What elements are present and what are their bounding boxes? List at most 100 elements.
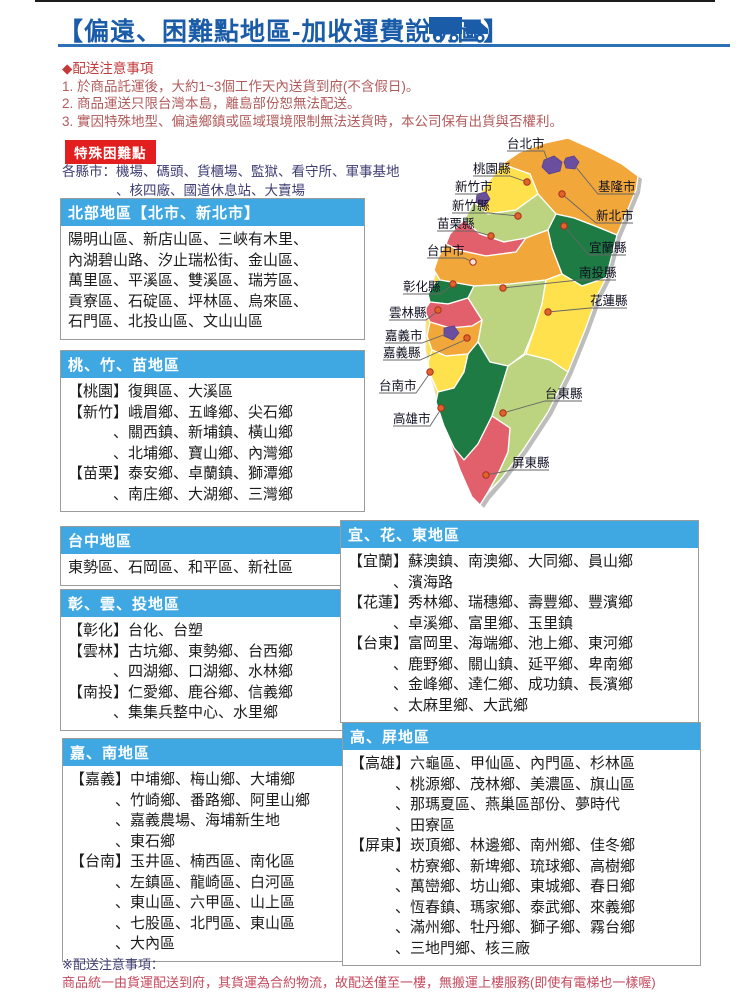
leader-hsinchu-city [455,193,483,201]
note-item-1: 1. 於商品託運後，大約1~3個工作天內送貨到府(不含假日)。 [62,78,420,94]
region-line: 、萬巒鄉、坊山鄉、東城鄉、春日鄉 [350,878,636,895]
map-label-nantou: 南投縣 [579,265,617,280]
map-dot-taichung [469,258,477,266]
region-line: 【屏東】崁頂鄉、林邊鄉、南州鄉、佳冬鄉 [350,837,636,854]
map-marker-keelung-city [563,155,580,170]
region-line: 【雲林】古坑鄉、東勢鄉、台西鄉 [68,642,294,660]
map-label-hualien: 花蓮縣 [590,293,628,308]
region-header-yi-hua-dong: 宜、花、東地區 [341,521,698,548]
truck-icon [428,14,494,51]
region-body-taichung: 東勢區、石岡區、和平區、新社區 [61,554,364,585]
region-box-north: 北部地區【北市、新北市】 陽明山區、新店山區、三峽有木里、 內湖碧山路、汐止瑞松街… [60,198,365,340]
map-dot-yunlin [434,306,442,314]
region-body-north: 陽明山區、新店山區、三峽有木里、 內湖碧山路、汐止瑞松街、金山區、 萬里區、平溪區、… [61,226,364,339]
region-box-yi-hua-dong: 宜、花、東地區 【宜蘭】蘇澳鎮、南澳鄉、大同鄉、員山鄉 、濱海路 【花蓮】秀林鄉、… [340,520,699,723]
region-line: 、集集兵整中心、水里鄉 [68,704,279,721]
leader-hsinchu-county [452,212,519,217]
region-line: 【苗栗】泰安鄉、卓蘭鎮、獅潭鄉 [68,465,294,482]
region-header-taichung: 台中地區 [61,527,364,554]
region-header-chia-nan: 嘉、南地區 [63,739,366,766]
map-dot-taitung [499,409,507,417]
leader-taitung [502,400,582,414]
map-label-taitung: 台東縣 [545,386,583,401]
region-box-taichung: 台中地區 東勢區、石岡區、和平區、新社區 [60,526,365,586]
region-body-yi-hua-dong: 【宜蘭】蘇澳鎮、南澳鄉、大同鄉、員山鄉 、濱海路 【花蓮】秀林鄉、瑞穗鄉、壽豐鄉、… [341,548,698,722]
map-region-pingtung [443,415,511,506]
region-line: 、恆春鎮、瑪家鄉、泰武鄉、來義鄉 [350,898,636,916]
map-label-yunlin: 雲林縣 [389,306,427,320]
region-line: 、鹿野鄉、關山鎮、延平鄉、卑南鄉 [348,655,634,673]
region-body-chang-yun-tou: 【彰化】台化、台塑 【雲林】古坑鄉、東勢鄉、台西鄉 、四湖鄉、口湖鄉、水林鄉 【南投… [61,617,364,730]
map-label-kaohsiung: 高雄市 [393,411,431,426]
region-line: 、田寮區 [350,816,456,834]
top-divider [35,0,715,2]
map-dot-hualien [544,308,552,316]
region-header-tao-chu-miao: 桃、竹、苗地區 [61,351,364,378]
map-label-taoyuan: 桃園縣 [473,161,511,176]
footer-heading: ※配送注意事項： [62,957,164,972]
region-line: 、金峰鄉、達仁鄉、成功鎮、長濱鄉 [348,676,634,693]
region-line: 萬里區、平溪區、雙溪區、瑞芳區、 [68,272,309,289]
leader-taipei [507,150,549,163]
map-label-chiayi-city: 嘉義市 [385,328,423,343]
region-line: 、三地門鄉、核三廠 [350,939,531,957]
region-line: 、卓溪鄉、富里鄉、玉里鎮 [348,614,574,632]
region-line: 、太麻里鄉、大武鄉 [348,696,529,714]
delivery-notes: ◆配送注意事項 1. 於商品託運後，大約1~3個工作天內送貨到府(不含假日)。 … [62,60,563,130]
map-dot-miaoli [487,232,495,240]
leader-hualien [547,307,627,313]
region-line: 【桃園】復興區、大溪區 [68,383,234,400]
leader-yilan [563,225,626,256]
map-label-taipei: 台北市 [507,136,545,151]
map-label-tainan: 台南市 [379,378,417,393]
region-box-chia-nan: 嘉、南地區 【嘉義】中埔鄉、梅山鄉、大埔鄉 、竹崎鄉、番路鄉、阿里山鄉 、嘉義農… [62,738,367,962]
region-line: 貢寮區、石碇區、坪林區、烏來區、 [68,292,309,310]
leader-nantou [502,279,616,289]
map-label-hsinchu-county: 新竹縣 [452,198,490,213]
region-line: 、南庄鄉、大湖鄉、三灣鄉 [68,485,294,503]
leader-taoyuan [473,175,528,183]
map-label-taichung: 台中市 [427,243,465,258]
map-dot-tainan [426,368,434,376]
region-line: 石門區、北投山區、文山山區 [68,313,264,330]
region-header-kao-ping: 高、屏地區 [343,723,700,750]
map-label-changhua: 彰化縣 [403,279,441,294]
leader-kaohsiung [393,408,442,427]
region-body-tao-chu-miao: 【桃園】復興區、大溪區 【新竹】峨眉鄉、五峰鄉、尖石鄉 、關西鎮、新埔鎮、橫山鄉 … [61,378,364,511]
leader-miaoli [437,230,492,237]
note-item-3: 3. 實因特殊地型、偏遠鄉鎮或區域環境限制無法送貨時，本公司保有出貨與否權利。 [62,113,564,129]
region-line: 【台東】富岡里、海端鄉、池上鄉、東河鄉 [348,635,634,652]
region-line: 內湖碧山路、汐止瑞松街、金山區、 [68,251,309,269]
leader-changhua [403,284,454,295]
region-line: 【花蓮】秀林鄉、瑞穗鄉、壽豐鄉、豐濱鄉 [348,594,634,611]
leader-chiayi-county [383,338,468,361]
leader-keelung [574,165,635,195]
region-line: 【台南】玉井區、楠西區、南化區 [70,853,296,870]
map-dot-yilan [560,222,568,230]
taiwan-map: 台北市 桃園縣 新竹市 新竹縣 苗栗縣 台中市 彰化縣 雲林縣 嘉義市 嘉義縣 … [360,130,700,530]
region-box-kao-ping: 高、屏地區 【高雄】六龜區、甲仙區、內門區、杉林區 、桃源鄉、茂林鄉、美濃區、旗… [342,722,701,966]
region-line: 【新竹】峨眉鄉、五峰鄉、尖石鄉 [68,403,294,421]
map-region-hualien [525,273,607,373]
leader-chiayi-city [385,333,447,344]
leader-yunlin [389,310,439,321]
region-line: 、關西鎮、新埔鎮、橫山鄉 [68,424,294,441]
region-line: 、枋寮鄉、新埤鄉、琉球鄉、高樹鄉 [350,857,636,875]
region-line: 、大內區 [70,935,176,952]
map-label-hsinchu-city: 新竹市 [455,179,493,194]
region-line: 、滿州鄉、牡丹鄉、獅子鄉、霧台鄉 [350,919,636,936]
region-line: 【嘉義】中埔鄉、梅山鄉、大埔鄉 [70,771,296,788]
special-difficulty-list: 各縣市：機場、碼頭、貨櫃場、監獄、看守所、軍事基地 、核四廠、國道休息站、大賣場 [62,163,400,200]
region-line: 、東石鄉 [70,832,176,850]
region-line: 、東山區、六甲區、山上區 [70,894,296,911]
title-underline [58,44,730,47]
region-line: 、四湖鄉、口湖鄉、水林鄉 [68,663,294,680]
map-dot-kaohsiung [437,404,445,412]
region-body-kao-ping: 【高雄】六龜區、甲仙區、內門區、杉林區 、桃源鄉、茂林鄉、美濃區、旗山區 、那瑪… [343,750,700,965]
region-box-chang-yun-tou: 彰、雲、投地區 【彰化】台化、台塑 【雲林】古坑鄉、東勢鄉、台西鄉 、四湖鄉、口湖… [60,589,365,731]
special-line-1: 各縣市：機場、碼頭、貨櫃場、監獄、看守所、軍事基地 [62,164,400,179]
special-difficulty-badge: 特殊困難點 [65,140,156,164]
region-body-chia-nan: 【嘉義】中埔鄉、梅山鄉、大埔鄉 、竹崎鄉、番路鄉、阿里山鄉 、嘉義農場、海埔新生… [63,766,366,961]
map-label-xinbei: 新北市 [596,208,634,223]
region-line: 【彰化】台化、台塑 [68,622,204,639]
